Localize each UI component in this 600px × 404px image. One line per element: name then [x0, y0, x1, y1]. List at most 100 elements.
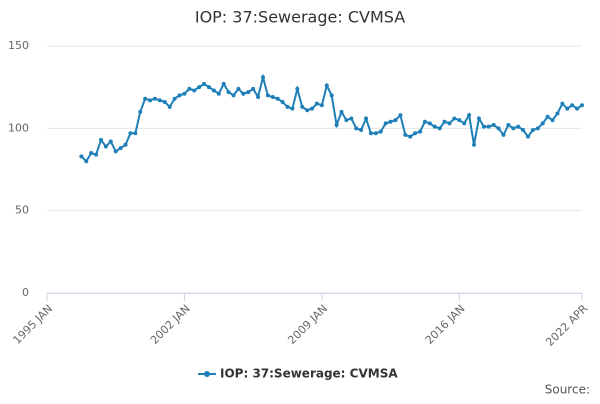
point	[457, 118, 462, 123]
point	[334, 123, 339, 128]
point	[408, 134, 413, 139]
point	[123, 142, 128, 147]
point	[403, 132, 408, 137]
point	[177, 93, 182, 98]
point	[506, 123, 511, 128]
point	[432, 124, 437, 129]
point	[540, 121, 545, 126]
point	[570, 103, 575, 108]
x-tick-label: 2016 JAN	[423, 302, 468, 347]
point	[118, 146, 123, 151]
legend-marker	[204, 371, 210, 377]
point	[545, 114, 550, 119]
point	[344, 118, 349, 123]
point	[427, 121, 432, 126]
point	[373, 131, 378, 136]
legend-label: IOP: 37:Sewerage: CVMSA	[220, 367, 398, 381]
point	[231, 93, 236, 98]
point	[162, 99, 167, 104]
chart-title: IOP: 37:Sewerage: CVMSA	[195, 8, 405, 27]
point	[560, 101, 565, 106]
point	[467, 113, 472, 118]
point	[368, 131, 373, 136]
point	[472, 142, 477, 147]
point	[496, 126, 501, 131]
point	[555, 111, 560, 116]
point	[197, 85, 202, 90]
point	[359, 127, 364, 132]
point	[236, 86, 241, 91]
point	[290, 106, 295, 111]
point	[108, 139, 113, 144]
point	[84, 159, 89, 164]
point	[285, 104, 290, 109]
point	[535, 126, 540, 131]
point	[79, 154, 84, 159]
point	[295, 86, 300, 91]
point	[89, 151, 94, 156]
point	[422, 119, 427, 124]
point	[260, 75, 265, 80]
point	[364, 116, 369, 121]
point	[202, 81, 207, 86]
point	[305, 108, 310, 113]
x-tick-label: 2022 APR	[543, 302, 590, 349]
point	[270, 95, 275, 100]
point	[280, 99, 285, 104]
point	[521, 127, 526, 132]
point	[206, 85, 211, 90]
point	[442, 119, 447, 124]
point	[275, 96, 280, 101]
point	[418, 129, 423, 134]
point	[329, 93, 334, 98]
point	[580, 103, 584, 108]
point	[300, 104, 305, 109]
source: Source:	[545, 383, 590, 397]
point	[226, 90, 231, 95]
point	[98, 137, 103, 142]
point	[167, 104, 172, 109]
point	[246, 90, 251, 95]
point	[501, 132, 506, 137]
point	[349, 116, 354, 121]
point	[211, 88, 216, 93]
y-tick-label: 0	[22, 286, 29, 299]
point	[530, 127, 535, 132]
point	[526, 134, 531, 139]
point	[113, 149, 118, 154]
point	[148, 98, 153, 103]
point	[324, 83, 329, 88]
point	[486, 124, 491, 129]
y-tick-label: 150	[8, 39, 29, 52]
point	[575, 106, 580, 111]
point	[452, 116, 457, 121]
point	[516, 124, 521, 129]
point	[413, 131, 418, 136]
point	[182, 91, 187, 96]
point	[192, 88, 197, 93]
point	[462, 121, 467, 126]
x-tick-label: 2009 JAN	[285, 302, 330, 347]
point	[378, 129, 383, 134]
point	[550, 118, 555, 123]
x-tick-label: 1995 JAN	[10, 302, 55, 347]
point	[476, 116, 481, 121]
y-tick-label: 100	[8, 121, 29, 134]
point	[565, 106, 570, 111]
point	[187, 86, 192, 91]
point	[143, 96, 148, 101]
point	[393, 118, 398, 123]
point	[511, 126, 516, 131]
point	[265, 93, 270, 98]
point	[128, 131, 133, 136]
point	[437, 126, 442, 131]
point	[319, 103, 324, 108]
point	[314, 101, 319, 106]
x-tick-label: 2002 JAN	[148, 302, 193, 347]
point	[152, 96, 157, 101]
point	[398, 113, 403, 118]
point	[354, 126, 359, 131]
point	[256, 95, 261, 100]
point	[310, 106, 315, 111]
point	[216, 91, 221, 96]
